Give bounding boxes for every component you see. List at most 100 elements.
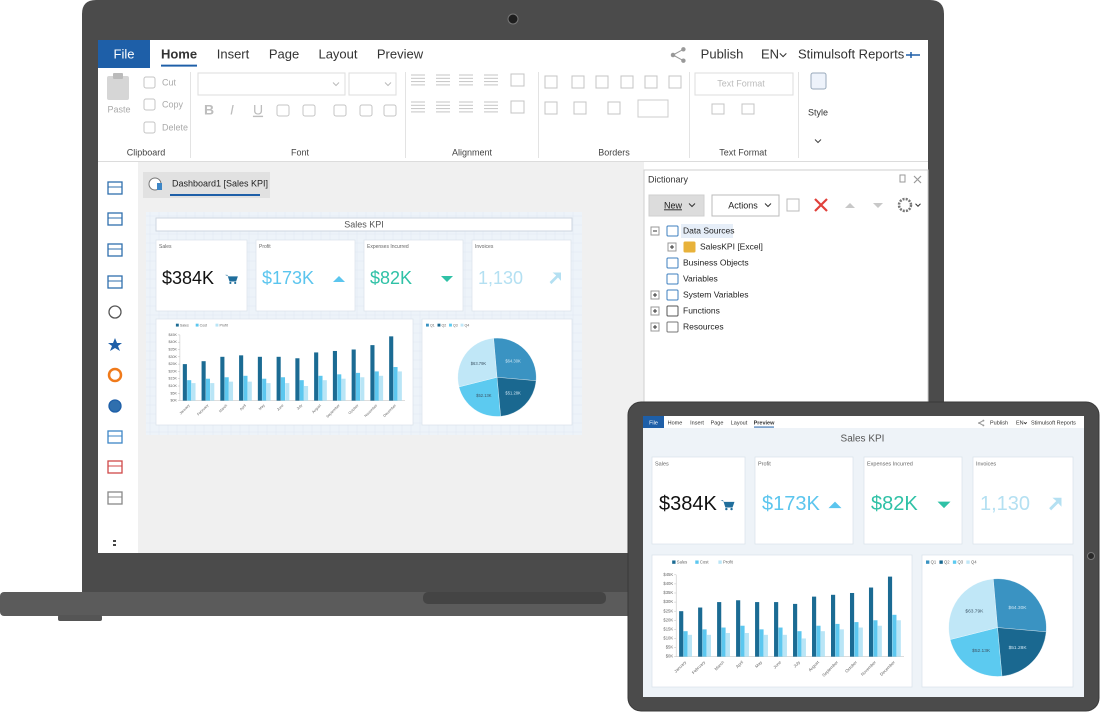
menu-tab[interactable]: Home [161, 46, 197, 61]
font-size-box[interactable] [348, 72, 397, 96]
toolbox-item[interactable] [107, 181, 123, 195]
actions-button[interactable] [711, 194, 780, 217]
brand[interactable]: Stimulsoft Reports [798, 46, 905, 61]
pie-slice [949, 627, 1003, 677]
language-selector[interactable]: EN [761, 46, 779, 61]
tree-item[interactable]: Data Sources [683, 225, 735, 235]
toolbox-item[interactable] [108, 305, 122, 319]
bar [247, 381, 252, 401]
menu-tab[interactable]: Page [711, 420, 724, 426]
toolbox-item[interactable] [107, 491, 123, 505]
page-tab[interactable] [143, 172, 270, 198]
menu-tab[interactable]: Layout [731, 420, 748, 426]
font-tool-icon[interactable] [333, 104, 347, 117]
publish-button[interactable]: Publish [701, 46, 744, 61]
toolbox-more [113, 544, 116, 546]
menu-tab[interactable]: Preview [754, 420, 776, 426]
menu-tab[interactable]: File [114, 46, 135, 61]
copy-button[interactable]: Copy [162, 99, 184, 109]
bar [725, 632, 730, 657]
move-up-icon[interactable] [845, 203, 855, 208]
font-tool-icon[interactable] [302, 104, 316, 117]
file-tab[interactable] [98, 40, 150, 68]
menu-tab[interactable]: Insert [217, 46, 250, 61]
pie-slice [457, 338, 498, 388]
tree-item[interactable]: Business Objects [683, 257, 749, 267]
menu-tab[interactable]: Home [668, 420, 683, 426]
border-icon[interactable] [668, 75, 682, 89]
tree-item[interactable]: System Variables [683, 289, 749, 299]
y-tick-label: $0K [666, 654, 674, 659]
language-selector[interactable]: EN [1016, 420, 1024, 426]
toolbox-item[interactable] [107, 460, 123, 474]
brand[interactable]: Stimulsoft Reports [1031, 420, 1076, 426]
legend-label: Q4 [465, 323, 470, 327]
border-tool-icon[interactable] [544, 101, 558, 115]
toolbox-item[interactable] [107, 212, 123, 226]
delete-button[interactable]: Delete [162, 122, 188, 132]
toolbox-more [113, 540, 116, 542]
menu-tab[interactable]: Insert [690, 420, 704, 426]
x-tick-label: August [311, 403, 322, 414]
toolbox-item[interactable] [107, 243, 123, 257]
settings-icon[interactable] [897, 197, 913, 213]
font-tool-icon[interactable] [383, 104, 397, 117]
toolbox-item[interactable] [108, 338, 122, 351]
edit-icon[interactable] [786, 198, 800, 212]
tree-icon [666, 305, 679, 317]
menu-tab[interactable]: File [649, 420, 658, 426]
legend-label: Q3 [453, 323, 458, 327]
legend-swatch [926, 560, 930, 564]
tree-item[interactable]: Resources [683, 321, 724, 331]
file-tab[interactable] [643, 416, 664, 428]
menu-tab[interactable]: Layout [318, 46, 357, 61]
new-button[interactable] [648, 194, 705, 217]
toolbox-item[interactable] [108, 399, 122, 413]
y-tick-label: $5K [666, 645, 674, 650]
border-icon[interactable] [644, 75, 658, 89]
border-icon[interactable] [544, 75, 558, 89]
paste-icon [113, 73, 123, 79]
border-tool-icon[interactable] [607, 101, 621, 115]
close-icon[interactable] [913, 175, 922, 184]
kpi-value: $82K [370, 268, 412, 288]
tree-item[interactable]: SalesKPI [Excel] [700, 241, 763, 251]
ribbon-group-label: Font [291, 147, 310, 157]
tree-item[interactable]: Functions [683, 305, 720, 315]
border-icon[interactable] [620, 75, 634, 89]
format-tool-icon [711, 103, 725, 115]
toolbox-item[interactable] [107, 275, 123, 289]
bar [721, 627, 726, 657]
toolbox-item[interactable] [107, 430, 123, 444]
font-style-button[interactable]: U [253, 102, 263, 118]
font-tool-icon[interactable] [359, 104, 373, 117]
color-box[interactable] [637, 99, 669, 118]
paste-button[interactable]: Paste [107, 104, 130, 114]
border-icon[interactable] [571, 75, 585, 89]
move-down-icon[interactable] [873, 203, 883, 208]
border-icon[interactable] [595, 75, 609, 89]
ribbon-group-label: Alignment [452, 147, 493, 157]
brand-icon [906, 52, 920, 58]
bar [397, 371, 402, 401]
style-button[interactable]: Style [808, 107, 828, 117]
font-style-button[interactable]: B [204, 102, 214, 118]
font-style-button[interactable]: I [230, 102, 234, 118]
text-format-box[interactable] [694, 72, 794, 96]
menu-tab[interactable]: Page [269, 46, 299, 61]
border-tool-icon[interactable] [573, 101, 587, 115]
new-button-label: New [664, 200, 683, 210]
publish-button[interactable]: Publish [990, 420, 1008, 426]
page-tab-underline [170, 194, 260, 196]
bar [322, 380, 327, 401]
cut-button[interactable]: Cut [162, 77, 177, 87]
font-name-box[interactable] [197, 72, 346, 96]
kpi-icon [1049, 497, 1062, 511]
tree-item[interactable]: Variables [683, 273, 718, 283]
delete-icon[interactable] [814, 198, 828, 212]
menu-tab[interactable]: Preview [377, 46, 424, 61]
font-tool-icon[interactable] [276, 104, 290, 117]
toolbox-item[interactable] [107, 367, 123, 383]
bar [191, 383, 196, 401]
bar [839, 629, 844, 657]
